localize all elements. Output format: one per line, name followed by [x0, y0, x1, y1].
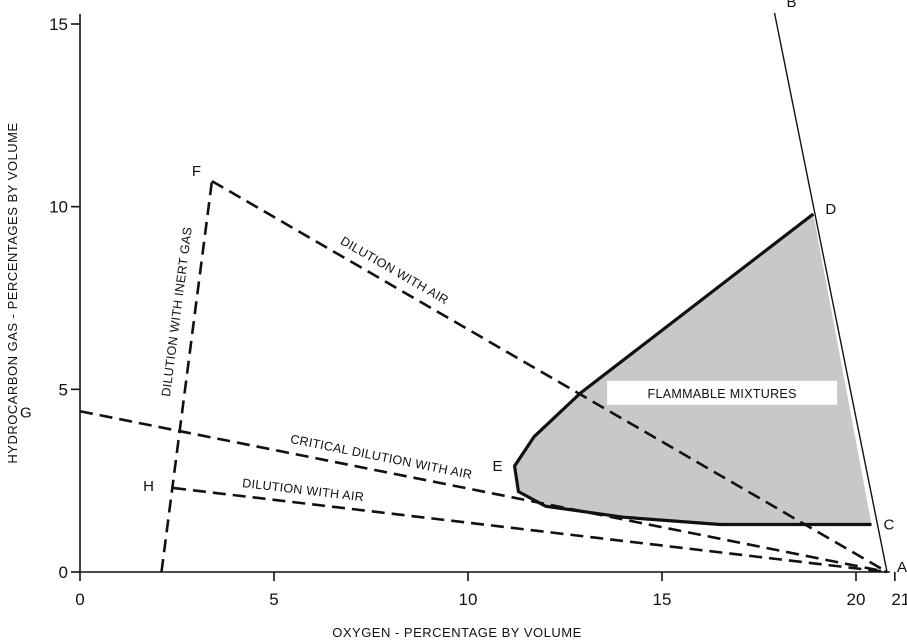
dilution-with-air-label-upper: DILUTION WITH AIR: [338, 234, 451, 307]
flammable-region-fill: [514, 213, 872, 525]
dilution-with-air-label-lower: DILUTION WITH AIR: [242, 476, 365, 504]
point-label-f: F: [192, 163, 201, 180]
x-axis-title: OXYGEN - PERCENTAGE BY VOLUME: [332, 625, 582, 640]
y-tick-label: 10: [49, 198, 68, 217]
y-tick-label: 5: [59, 380, 68, 399]
flammable-label-background: [607, 380, 838, 405]
point-labels: A B C D E F G H: [20, 0, 907, 576]
y-tick-label: 0: [59, 563, 68, 582]
x-tick-label: 10: [459, 590, 478, 609]
point-label-c: C: [884, 517, 895, 534]
point-label-a: A: [897, 559, 907, 576]
x-tick-label: 21: [891, 590, 907, 609]
point-label-h: H: [143, 478, 154, 495]
y-tick-label: 15: [49, 15, 68, 34]
line-g-a-critical-dilution: [79, 409, 888, 574]
point-label-b: B: [787, 0, 797, 11]
y-axis-title: HYDROCARBON GAS - PERCENTAGES BY VOLUME: [5, 122, 20, 463]
x-tick-label: 20: [847, 590, 866, 609]
x-tick-label: 15: [653, 590, 672, 609]
x-tick-label: 5: [269, 590, 278, 609]
axes: 0 5 10 15 20 21 0 5 10 15: [49, 14, 907, 609]
line-f-a-dilution-air: [211, 179, 888, 574]
flammable-region-boundary: [512, 212, 872, 527]
point-label-e: E: [493, 458, 503, 475]
dilution-with-inert-gas-label: DILUTION WITH INERT GAS: [159, 226, 195, 397]
point-label-d: D: [825, 201, 836, 218]
line-b-a: [773, 12, 888, 573]
flammable-region-group: FLAMMABLE MIXTURES: [512, 212, 872, 527]
process-lines: [79, 12, 888, 574]
flammable-mixtures-label: FLAMMABLE MIXTURES: [648, 387, 797, 401]
critical-dilution-label: CRITICAL DILUTION WITH AIR: [289, 432, 473, 482]
line-inert-gas-to-f: [160, 180, 214, 573]
point-label-g: G: [20, 404, 32, 421]
x-tick-label: 0: [75, 590, 84, 609]
